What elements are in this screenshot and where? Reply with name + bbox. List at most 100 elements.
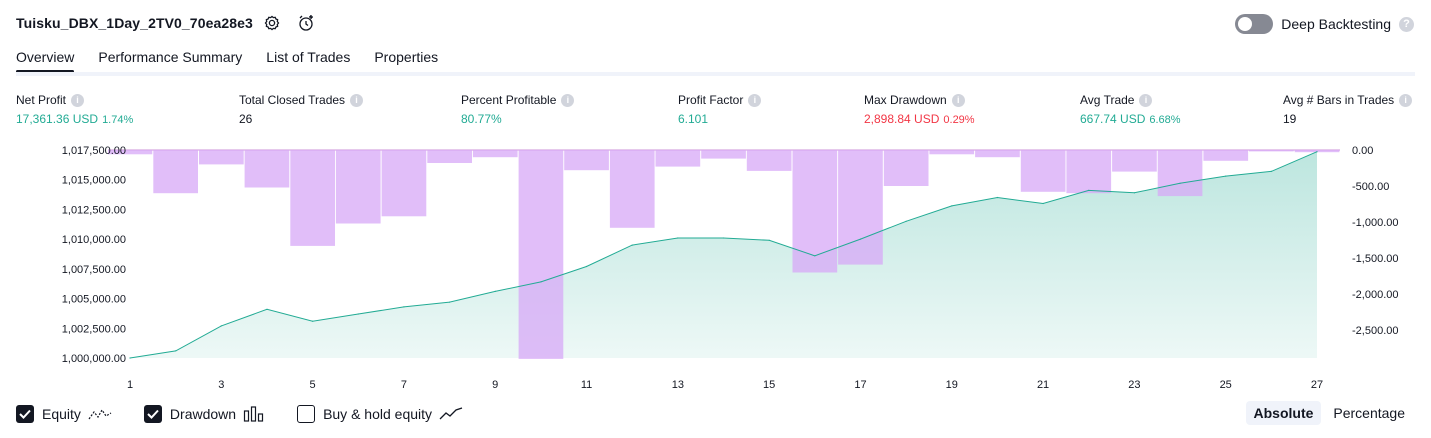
metric-value: 6.101 (678, 112, 709, 126)
drawdown-bar (792, 150, 838, 273)
drawdown-bar (381, 150, 427, 217)
equity-point (859, 238, 862, 240)
equity-point (585, 265, 588, 268)
info-icon[interactable]: i (748, 93, 762, 107)
tab-properties[interactable]: Properties (374, 49, 439, 65)
metric-label: Avg Trade (1080, 93, 1135, 107)
drawdown-axis-tick-label: -1,000.00 (1352, 217, 1398, 229)
equity-point (631, 244, 633, 246)
equity-point (1270, 170, 1272, 172)
equity-point (996, 196, 999, 199)
drawdown-bar (746, 150, 792, 171)
metric-label: Net Profit (16, 93, 67, 107)
drawdown-bar (838, 150, 883, 265)
metric-label: Avg # Bars in Trades (1283, 93, 1395, 107)
trade-number-tick-label: 17 (854, 379, 866, 391)
drawdown-bar (1020, 150, 1066, 192)
equity-point (175, 350, 177, 352)
trade-number-tick-label: 7 (401, 379, 407, 391)
trade-number-tick-label: 19 (946, 379, 958, 391)
metric-label: Total Closed Trades (239, 93, 346, 107)
equity-point (951, 205, 953, 207)
drawdown-bar (199, 150, 244, 165)
drawdown-bar (1249, 150, 1294, 152)
drawdown-bars (108, 150, 1340, 359)
equity-axis-tick-label: 1,007,500.00 (62, 264, 126, 276)
tab-list-of-trades[interactable]: List of Trades (266, 49, 351, 65)
drawdown-bar (883, 150, 929, 186)
trade-number-tick-label: 3 (218, 379, 224, 391)
equity-checkbox[interactable] (16, 405, 34, 423)
info-icon[interactable]: i (1399, 93, 1413, 107)
equity-point (1088, 189, 1090, 191)
chart-legend: Equity Drawdown Buy & hold equity (16, 403, 495, 425)
equity-point (677, 237, 679, 239)
drawdown-bar (472, 150, 518, 158)
percentage-button[interactable]: Percentage (1333, 405, 1405, 421)
strategy-title: Tuisku_DBX_1Day_2TV0_70ea28e3 (16, 15, 253, 31)
trade-number-tick-label: 5 (310, 379, 316, 391)
buy-hold-line-icon (439, 407, 463, 421)
metric-value: 19 (1283, 112, 1297, 126)
drawdown-bar (244, 150, 290, 188)
info-icon[interactable]: i (71, 93, 85, 107)
metric-value: 26 (239, 112, 253, 126)
settings-icon[interactable] (262, 13, 282, 33)
equity-point (814, 255, 816, 257)
legend-drawdown[interactable]: Drawdown (143, 405, 265, 423)
equity-axis-tick-label: 1,002,500.00 (62, 323, 126, 335)
drawdown-bar (1066, 150, 1112, 194)
drawdown-bar (701, 150, 746, 159)
drawdown-bar (929, 150, 975, 155)
help-icon[interactable]: ? (1399, 16, 1414, 32)
drawdown-axis-tick-label: -500.00 (1352, 181, 1389, 193)
equity-axis-tick-label: 1,012,500.00 (62, 204, 126, 216)
metric-avg-bars-in-trades: Avg # Bars in Trades i 19 (1283, 93, 1413, 126)
drawdown-bar (609, 150, 655, 228)
metric-label: Percent Profitable (461, 93, 557, 107)
metric-label: Profit Factor (678, 93, 744, 107)
add-alert-icon[interactable] (296, 13, 316, 33)
info-icon[interactable]: i (1139, 93, 1153, 107)
equity-point (722, 237, 725, 239)
absolute-button[interactable]: Absolute (1245, 401, 1322, 425)
drawdown-bars-icon (243, 406, 265, 422)
trade-number-tick-label: 9 (492, 379, 498, 391)
info-icon[interactable]: i (561, 93, 575, 107)
drawdown-bar (108, 150, 153, 155)
equity-area-fill (130, 151, 1317, 358)
legend-buy-hold[interactable]: Buy & hold equity (297, 405, 463, 423)
buy-hold-checkbox[interactable] (297, 405, 316, 423)
drawdown-bar (1112, 150, 1157, 172)
equity-area (130, 151, 1317, 358)
deep-backtesting-toggle[interactable] (1235, 14, 1274, 34)
equity-point (768, 239, 770, 241)
metric-percent: 0.29% (943, 114, 975, 126)
info-icon[interactable]: i (951, 93, 965, 107)
equity-point (220, 325, 222, 327)
drawdown-checkbox[interactable] (143, 405, 162, 423)
equity-series (129, 151, 1318, 359)
equity-point (312, 320, 314, 322)
legend-label: Buy & hold equity (323, 406, 433, 422)
drawdown-bar (1203, 150, 1249, 161)
drawdown-bar (564, 150, 609, 171)
drawdown-bar (335, 150, 381, 224)
tab-overview[interactable]: Overview (16, 46, 75, 73)
metric-label: Max Drawdown (864, 93, 947, 107)
info-icon[interactable]: i (350, 93, 364, 107)
metric-value: 2,898.84 USD (864, 112, 940, 126)
equity-axis: 1,017,500.00 1,015,000.00 1,012,500.00 1,01… (62, 145, 126, 365)
chart-mode-switch: Absolute Percentage (1245, 401, 1414, 425)
trade-number-tick-label: 21 (1037, 379, 1049, 391)
metric-percent: 1.74% (102, 114, 134, 126)
legend-equity[interactable]: Equity (16, 405, 112, 423)
tab-performance-summary[interactable]: Performance Summary (98, 49, 243, 65)
metric-percent-profitable: Percent Profitable i 80.77% (461, 93, 575, 126)
equity-line-icon (88, 407, 112, 421)
trade-number-tick-label: 1 (127, 379, 133, 391)
equity-point (1225, 175, 1227, 177)
metric-value: 17,361.36 USD (16, 112, 99, 126)
drawdown-bar (153, 150, 198, 194)
